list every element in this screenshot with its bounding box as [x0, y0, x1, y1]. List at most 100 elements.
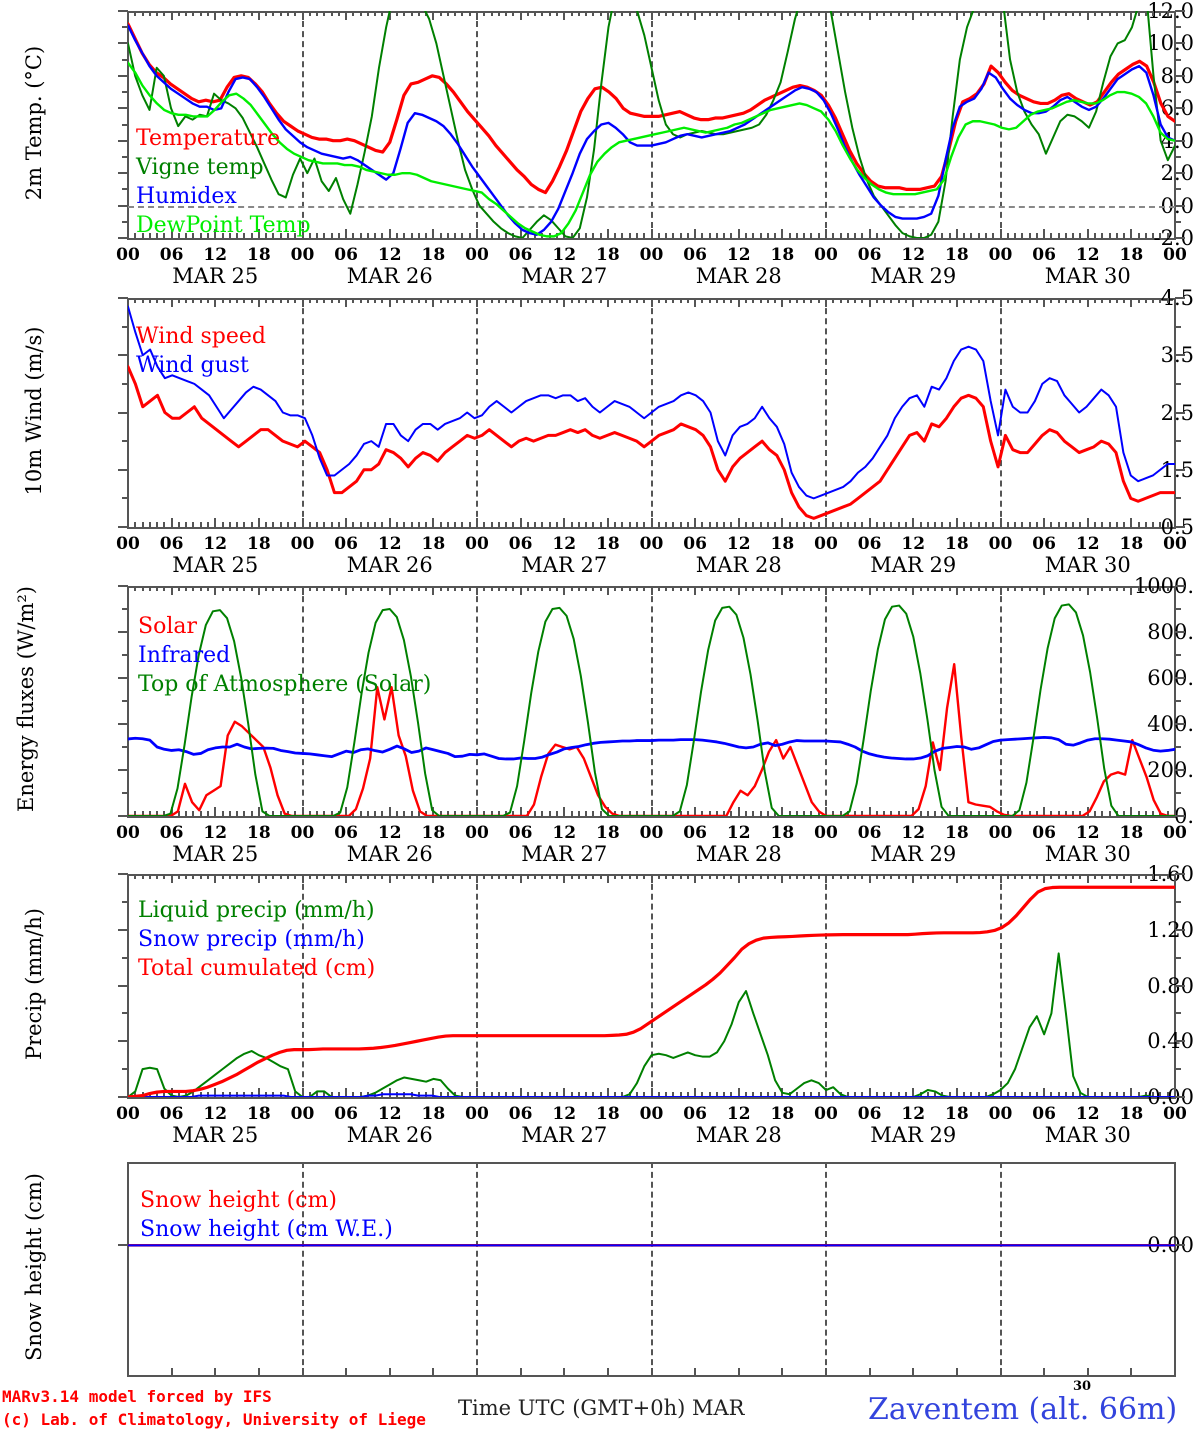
x-tick-top: [134, 298, 137, 303]
y-minor-tick-right: [1175, 440, 1181, 443]
x-tick-top: [337, 586, 340, 591]
x-tick: [766, 233, 769, 238]
legend-entry: Infrared: [138, 643, 231, 669]
x-tick: [1028, 811, 1031, 816]
x-tick: [846, 522, 849, 527]
x-tick: [221, 1092, 224, 1097]
x-tick-top: [621, 298, 624, 303]
x-tick: [417, 233, 420, 238]
x-tick: [766, 811, 769, 816]
x-tick: [337, 233, 340, 238]
x-tick: [621, 1092, 624, 1097]
x-tick: [904, 522, 907, 527]
x-tick: [563, 807, 566, 816]
x-tick: [606, 1368, 609, 1375]
x-tick-top: [265, 298, 268, 303]
x-tick-top: [1021, 874, 1024, 879]
x-axis-day-label: MAR 25: [172, 1123, 259, 1147]
x-tick-top: [1028, 298, 1031, 303]
y-minor-tick: [122, 58, 128, 61]
x-tick: [977, 811, 980, 816]
x-tick: [766, 522, 769, 527]
x-tick-top: [686, 586, 689, 591]
x-tick-top: [614, 874, 617, 879]
x-tick-top: [1057, 11, 1060, 16]
x-tick: [439, 233, 442, 238]
x-tick: [417, 811, 420, 816]
x-tick-top: [330, 11, 333, 16]
x-tick-top: [214, 11, 217, 20]
x-tick-top: [352, 11, 355, 16]
x-tick: [977, 522, 980, 527]
x-tick-top: [875, 298, 878, 303]
x-tick-top: [948, 11, 951, 16]
x-tick: [890, 1092, 893, 1097]
x-tick: [446, 1092, 449, 1097]
x-tick-top: [505, 11, 508, 16]
x-tick: [490, 1092, 493, 1097]
x-tick-top: [497, 298, 500, 303]
x-tick-top: [868, 586, 871, 595]
x-tick-top: [221, 586, 224, 591]
x-axis-day-label: MAR 25: [172, 553, 259, 577]
x-tick: [272, 233, 275, 238]
x-tick: [1006, 233, 1009, 238]
x-tick: [890, 811, 893, 816]
x-tick-top: [214, 586, 217, 595]
x-tick-top: [366, 874, 369, 879]
y-tick-label: -2.0: [1153, 226, 1194, 250]
y-tick-mark-right: [1175, 815, 1185, 817]
x-tick-top: [519, 298, 522, 307]
x-tick: [970, 1092, 973, 1097]
x-tick-top: [1035, 11, 1038, 16]
x-tick: [774, 811, 777, 816]
x-axis-hour-label: 18: [596, 1104, 620, 1124]
x-tick-top: [381, 874, 384, 879]
x-tick: [1144, 233, 1147, 238]
x-tick: [1094, 1092, 1097, 1097]
x-tick-top: [512, 298, 515, 303]
x-tick-top: [563, 874, 566, 883]
x-tick-top: [257, 874, 260, 883]
x-tick-top: [170, 874, 173, 883]
x-tick-top: [926, 11, 929, 16]
x-tick-top: [534, 11, 537, 16]
x-tick-top: [1123, 586, 1126, 591]
x-tick-top: [163, 586, 166, 591]
x-tick-top: [1152, 298, 1155, 303]
legend-entry: Humidex: [136, 184, 237, 210]
x-tick-top: [127, 586, 129, 595]
x-tick: [257, 807, 260, 816]
x-axis-bottom-line: [128, 527, 1175, 529]
x-tick-top: [279, 11, 282, 16]
x-tick-top: [861, 586, 864, 591]
day-separator: [476, 1162, 478, 1375]
x-tick: [694, 807, 697, 816]
x-axis-hour-label: 00: [465, 534, 489, 554]
y-tick-mark-right: [1175, 237, 1185, 239]
x-tick-top: [1086, 298, 1089, 307]
day-separator: [825, 298, 827, 527]
x-tick: [563, 1088, 566, 1097]
x-tick-top: [490, 874, 493, 879]
x-axis-day-label: MAR 29: [870, 842, 957, 866]
x-tick-top: [257, 298, 260, 307]
x-axis-hour-label: 06: [857, 1104, 882, 1124]
x-axis-hour-label: 12: [203, 534, 228, 554]
x-tick: [679, 811, 682, 816]
x-tick-top: [177, 11, 180, 16]
x-tick: [970, 522, 973, 527]
x-tick: [868, 518, 871, 527]
x-tick: [737, 1088, 740, 1097]
x-tick: [832, 522, 835, 527]
x-tick-top: [366, 11, 369, 16]
x-tick: [1123, 233, 1126, 238]
x-axis-hour-label: 00: [1163, 823, 1187, 843]
y-minor-tick: [122, 792, 128, 794]
x-tick: [1101, 1092, 1104, 1097]
x-tick: [236, 811, 239, 816]
x-tick-top: [1159, 586, 1162, 591]
x-tick: [163, 522, 166, 527]
x-tick-top: [941, 586, 944, 591]
x-tick: [519, 229, 522, 238]
